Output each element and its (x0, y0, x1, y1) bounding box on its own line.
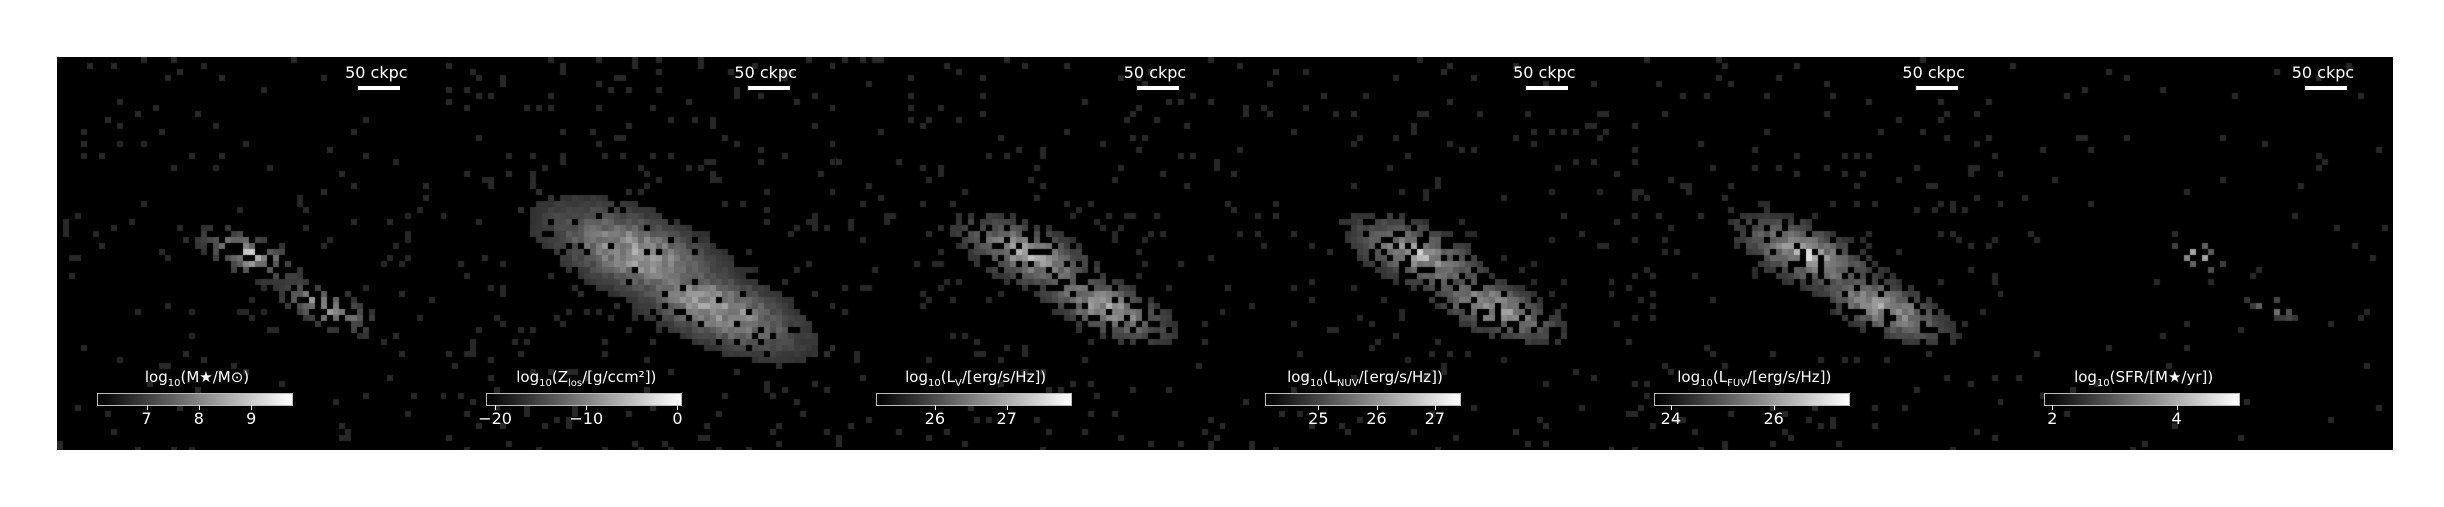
colorbar-tick (2052, 405, 2054, 410)
galaxy-map-panel: 50 ckpc log10(LV/[erg/s/Hz]) 26 27 (835, 57, 1225, 450)
colorbar-tick (146, 405, 148, 410)
scale-bar-label: 50 ckpc (1123, 63, 1187, 82)
colorbar-tick (1318, 405, 1320, 410)
colorbar-tick (198, 405, 200, 410)
colorbar-tick-label: 8 (193, 409, 204, 428)
galaxy-map-panel: 50 ckpc log10(SFR/[M★/yr]) 2 4 (2003, 57, 2393, 450)
colorbar-tick-label: 27 (996, 409, 1017, 428)
colorbar-tick-label: 7 (141, 409, 152, 428)
galaxy-image (2003, 57, 2393, 450)
galaxy-map-panel: 50 ckpc log10(Zlos/[g/ccm²]) −20 −10 0 (446, 57, 836, 450)
colorbar-tick (586, 405, 588, 410)
colorbar-tick-label: −20 (478, 409, 512, 428)
colorbar-label: log10(M★/M⊙) (144, 368, 250, 389)
galaxy-image (1224, 57, 1614, 450)
galaxy-image (57, 57, 446, 450)
galaxy-map-panel: 50 ckpc log10(M★/M⊙) 7 8 9 (57, 57, 446, 450)
colorbar-tick-label: 24 (1660, 409, 1681, 428)
colorbar-tick (251, 405, 253, 410)
colorbar (486, 393, 683, 406)
colorbar-tick-label: −10 (569, 409, 604, 428)
image-strip: 50 ckpc log10(M★/M⊙) 7 8 9 50 ckpc log10(Zlos/… (57, 57, 2393, 450)
scale-bar (747, 86, 790, 90)
colorbar-tick (2176, 405, 2178, 410)
colorbar-tick-label: 9 (246, 409, 257, 428)
colorbar-tick-label: 26 (924, 409, 946, 428)
colorbar-tick-label: 2 (2047, 409, 2058, 428)
colorbar (2043, 393, 2240, 406)
colorbar-tick (1773, 405, 1775, 410)
scale-bar (1915, 86, 1958, 90)
colorbar-tick-label: 4 (2171, 409, 2182, 428)
colorbar-tick-label: 26 (1366, 409, 1387, 428)
colorbar-label: log10(LFUV/[erg/s/Hz]) (1677, 368, 1832, 389)
galaxy-map-panel: 50 ckpc log10(LFUV/[erg/s/Hz]) 24 26 (1614, 57, 2004, 450)
colorbar-label: log10(LV/[erg/s/Hz]) (905, 368, 1047, 389)
colorbar-tick-label: 25 (1308, 409, 1329, 428)
scale-bar (2304, 86, 2347, 90)
colorbar-tick (1376, 405, 1378, 410)
galaxy-image (1614, 57, 2004, 450)
colorbar (97, 393, 293, 406)
scale-bar (358, 86, 401, 90)
galaxy-image (446, 57, 836, 450)
scale-bar (1526, 86, 1569, 90)
colorbar-tick-label: 27 (1424, 409, 1445, 428)
colorbar-tick (1670, 405, 1672, 410)
colorbar-tick (1006, 405, 1008, 410)
scale-bar (1136, 86, 1179, 90)
colorbar-tick (1434, 405, 1436, 410)
colorbar (875, 393, 1072, 406)
colorbar (1264, 393, 1461, 406)
colorbar-label: log10(Zlos/[g/ccm²]) (516, 368, 657, 389)
scale-bar-label: 50 ckpc (1902, 63, 1965, 82)
colorbar-label: log10(LNUV/[erg/s/Hz]) (1287, 368, 1443, 389)
galaxy-image (835, 57, 1225, 450)
colorbar-tick-label: 0 (672, 409, 683, 428)
scale-bar-label: 50 ckpc (734, 63, 797, 82)
colorbar-tick (934, 405, 936, 410)
colorbar-tick (677, 405, 679, 410)
colorbar-tick-label: 26 (1763, 409, 1784, 428)
colorbar-label: log10(SFR/[M★/yr]) (2074, 368, 2214, 389)
colorbar-tick (495, 405, 497, 410)
galaxy-map-panel: 50 ckpc log10(LNUV/[erg/s/Hz]) 25 26 27 (1224, 57, 1614, 450)
scale-bar-label: 50 ckpc (2291, 63, 2355, 82)
colorbar (1654, 393, 1851, 406)
scale-bar-label: 50 ckpc (1513, 63, 1576, 82)
scale-bar-label: 50 ckpc (345, 63, 408, 82)
